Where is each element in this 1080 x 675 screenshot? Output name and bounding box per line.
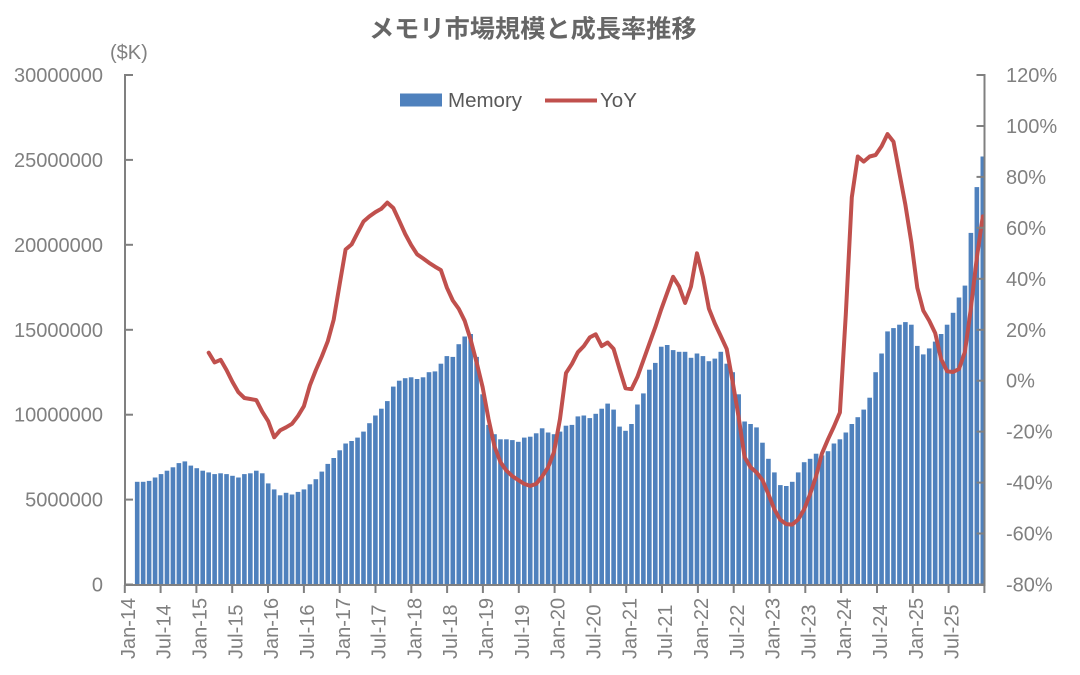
- svg-text:YoY: YoY: [600, 89, 637, 112]
- svg-text:Jan-19: Jan-19: [476, 598, 498, 659]
- svg-text:Jul-23: Jul-23: [798, 605, 820, 659]
- svg-text:120%: 120%: [1006, 65, 1057, 87]
- svg-text:Jul-21: Jul-21: [655, 605, 677, 659]
- svg-text:0%: 0%: [1006, 371, 1035, 393]
- svg-text:15000000: 15000000: [14, 320, 103, 342]
- svg-text:Jul-24: Jul-24: [870, 605, 892, 659]
- svg-text:0: 0: [92, 575, 103, 597]
- svg-text:Jan-24: Jan-24: [834, 598, 856, 659]
- svg-text:20000000: 20000000: [14, 235, 103, 257]
- svg-text:Jul-22: Jul-22: [727, 605, 749, 659]
- svg-text:20%: 20%: [1006, 320, 1046, 342]
- svg-text:80%: 80%: [1006, 167, 1046, 189]
- svg-text:Jan-14: Jan-14: [118, 598, 140, 659]
- svg-text:Jul-14: Jul-14: [154, 605, 176, 659]
- svg-text:Jan-21: Jan-21: [619, 598, 641, 659]
- svg-text:Jan-25: Jan-25: [906, 598, 928, 659]
- svg-text:Jul-16: Jul-16: [297, 605, 319, 659]
- svg-text:Jan-17: Jan-17: [333, 598, 355, 659]
- svg-text:Memory: Memory: [448, 89, 523, 112]
- svg-text:Jul-25: Jul-25: [942, 605, 964, 659]
- svg-text:Jan-18: Jan-18: [404, 598, 426, 659]
- svg-text:Jul-19: Jul-19: [512, 605, 534, 659]
- svg-text:Jan-22: Jan-22: [691, 598, 713, 659]
- svg-text:Jan-23: Jan-23: [763, 598, 785, 659]
- svg-text:5000000: 5000000: [25, 490, 103, 512]
- svg-text:-60%: -60%: [1006, 524, 1053, 546]
- svg-text:40%: 40%: [1006, 269, 1046, 291]
- svg-text:Jul-20: Jul-20: [584, 605, 606, 659]
- svg-text:Jan-20: Jan-20: [548, 598, 570, 659]
- svg-text:Jan-15: Jan-15: [190, 598, 212, 659]
- svg-text:100%: 100%: [1006, 116, 1057, 138]
- svg-text:Jul-15: Jul-15: [225, 605, 247, 659]
- svg-text:-20%: -20%: [1006, 422, 1053, 444]
- svg-text:30000000: 30000000: [14, 65, 103, 87]
- svg-text:10000000: 10000000: [14, 405, 103, 427]
- svg-text:-80%: -80%: [1006, 575, 1053, 597]
- svg-text:60%: 60%: [1006, 218, 1046, 240]
- svg-text:($K): ($K): [110, 42, 148, 64]
- svg-text:Jul-17: Jul-17: [369, 605, 391, 659]
- svg-text:-40%: -40%: [1006, 473, 1053, 495]
- svg-text:25000000: 25000000: [14, 150, 103, 172]
- svg-text:Jul-18: Jul-18: [440, 605, 462, 659]
- svg-text:Jan-16: Jan-16: [261, 598, 283, 659]
